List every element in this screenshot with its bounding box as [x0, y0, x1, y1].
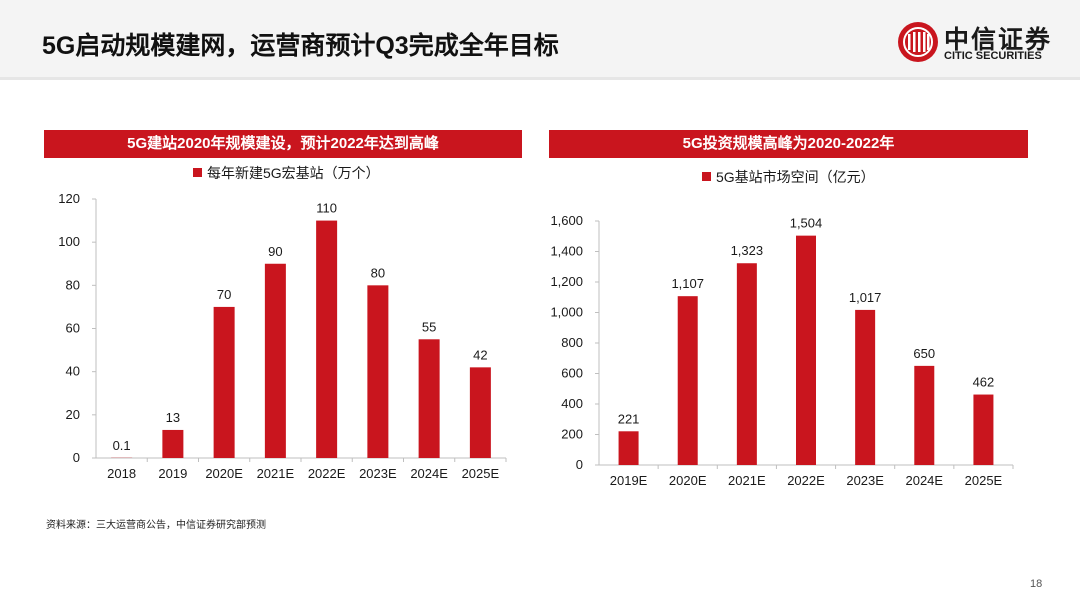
left-y-tick-label: 100 — [58, 234, 80, 249]
left-y-tick-label: 80 — [66, 277, 80, 292]
left-x-tick-label: 2024E — [410, 466, 448, 481]
right-x-tick-label: 2020E — [669, 473, 707, 488]
left-x-tick-label: 2025E — [462, 466, 500, 481]
left-value-label: 55 — [422, 319, 436, 334]
left-bar — [469, 367, 491, 458]
right-bar — [914, 365, 935, 465]
left-value-label: 42 — [473, 347, 487, 362]
right-value-label: 221 — [618, 411, 640, 426]
left-value-label: 13 — [166, 410, 180, 425]
legend-swatch — [702, 172, 711, 181]
right-chart-legend: 5G基站市场空间（亿元） — [702, 167, 875, 187]
source-note: 资料来源：三大运营商公告，中信证券研究部预测 — [46, 520, 266, 531]
left-value-label: 110 — [316, 201, 337, 216]
left-bar — [264, 263, 286, 458]
left-legend-label: 每年新建5G宏基站（万个） — [207, 165, 380, 181]
right-bar — [618, 431, 639, 465]
page-title: 5G启动规模建网，运营商预计Q3完成全年目标 — [42, 32, 559, 60]
right-value-label: 1,017 — [849, 290, 882, 305]
right-bar — [973, 394, 994, 465]
left-value-label: 70 — [217, 287, 231, 302]
citic-logo-icon — [898, 22, 938, 62]
left-y-tick-label: 20 — [66, 407, 80, 422]
right-y-tick-label: 0 — [576, 457, 583, 472]
right-legend-label: 5G基站市场空间（亿元） — [716, 169, 875, 185]
left-value-label: 90 — [268, 244, 282, 259]
right-y-tick-label: 400 — [561, 396, 583, 411]
right-value-label: 1,107 — [671, 276, 704, 291]
left-chart-title: 5G建站2020年规模建设，预计2022年达到高峰 — [44, 130, 522, 158]
left-x-tick-label: 2021E — [257, 466, 295, 481]
left-y-tick-label: 60 — [66, 321, 80, 336]
right-y-tick-label: 800 — [561, 335, 583, 350]
right-y-tick-label: 1,600 — [550, 213, 583, 228]
left-y-tick-label: 0 — [73, 450, 80, 465]
right-y-tick-label: 600 — [561, 366, 583, 381]
right-x-tick-label: 2022E — [787, 473, 825, 488]
left-x-tick-label: 2023E — [359, 466, 397, 481]
right-bar — [796, 235, 816, 465]
right-value-label: 1,323 — [731, 243, 764, 258]
left-chart-legend: 每年新建5G宏基站（万个） — [193, 163, 380, 183]
brand-logo: 中信证券 CITIC SECURITIES — [896, 20, 1066, 66]
right-bar — [736, 263, 757, 465]
right-value-label: 650 — [913, 346, 935, 361]
left-bar — [213, 306, 235, 458]
left-x-tick-label: 2020E — [205, 466, 243, 481]
left-y-tick-label: 120 — [58, 191, 80, 206]
left-x-tick-label: 2018 — [107, 466, 136, 481]
header-divider — [0, 77, 1080, 80]
left-value-label: 0.1 — [113, 438, 131, 453]
right-x-tick-label: 2023E — [846, 473, 884, 488]
right-y-tick-label: 1,400 — [550, 244, 583, 259]
logo-name-en: CITIC SECURITIES — [944, 50, 1042, 62]
right-y-tick-label: 1,000 — [550, 305, 583, 320]
legend-swatch — [193, 168, 202, 177]
left-x-tick-label: 2022E — [308, 466, 346, 481]
left-bar — [316, 220, 338, 458]
left-bar — [367, 285, 389, 458]
right-x-tick-label: 2021E — [728, 473, 766, 488]
right-value-label: 1,504 — [790, 216, 823, 231]
left-x-tick-label: 2019 — [158, 466, 187, 481]
left-bar — [418, 339, 440, 458]
logo-name-cn: 中信证券 — [944, 26, 1053, 54]
right-x-tick-label: 2019E — [610, 473, 648, 488]
right-chart-title: 5G投资规模高峰为2020-2022年 — [549, 130, 1028, 158]
page-number: 18 — [1030, 578, 1043, 590]
left-y-tick-label: 40 — [66, 364, 80, 379]
right-bar — [855, 309, 876, 465]
right-x-tick-label: 2025E — [965, 473, 1003, 488]
right-x-tick-label: 2024E — [905, 473, 943, 488]
left-value-label: 80 — [371, 265, 385, 280]
left-bar — [162, 429, 184, 458]
right-value-label: 462 — [973, 375, 995, 390]
right-bar — [677, 296, 698, 465]
right-y-tick-label: 200 — [561, 427, 583, 442]
right-y-tick-label: 1,200 — [550, 274, 583, 289]
